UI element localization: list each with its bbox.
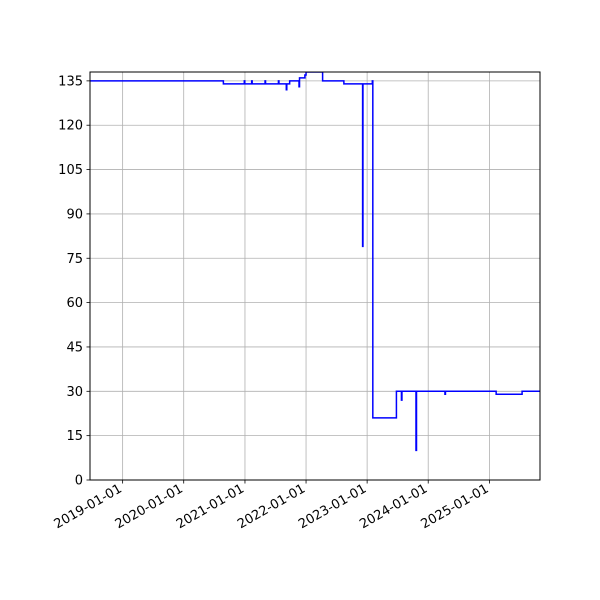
y-tick-label: 15 (66, 429, 83, 444)
grid (90, 72, 540, 481)
plot-area (90, 72, 540, 452)
y-tick-label: 135 (58, 74, 83, 89)
series-line (90, 72, 540, 452)
y-tick-label: 90 (66, 207, 83, 222)
y-tick-label: 60 (66, 296, 83, 311)
plot-frame (89, 71, 541, 481)
y-tick-label: 30 (66, 385, 83, 400)
y-tick-label: 75 (66, 252, 83, 267)
y-tick-label: 0 (75, 474, 83, 489)
y-tick-label: 45 (66, 340, 83, 355)
y-axis: 0 15 30 45 60 75 90 105 120 135 (58, 74, 90, 489)
y-tick-label: 105 (58, 163, 83, 178)
y-tick-label: 120 (58, 119, 83, 134)
